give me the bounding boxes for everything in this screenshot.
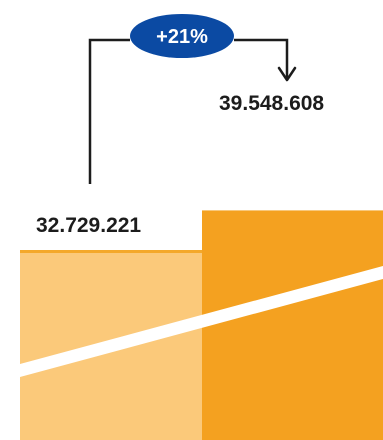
bar-2 — [202, 210, 383, 440]
arrow-down-icon — [277, 66, 297, 82]
bar-1-value-label: 32.729.221 — [36, 214, 141, 237]
change-badge-label: +21% — [156, 26, 208, 48]
comparison-connector-line — [88, 38, 289, 184]
change-badge — [130, 14, 234, 58]
bar-2-value-label: 39.548.608 — [219, 92, 324, 115]
white-diagonal-stripe — [20, 266, 383, 377]
bar-1-top-edge — [20, 250, 202, 253]
